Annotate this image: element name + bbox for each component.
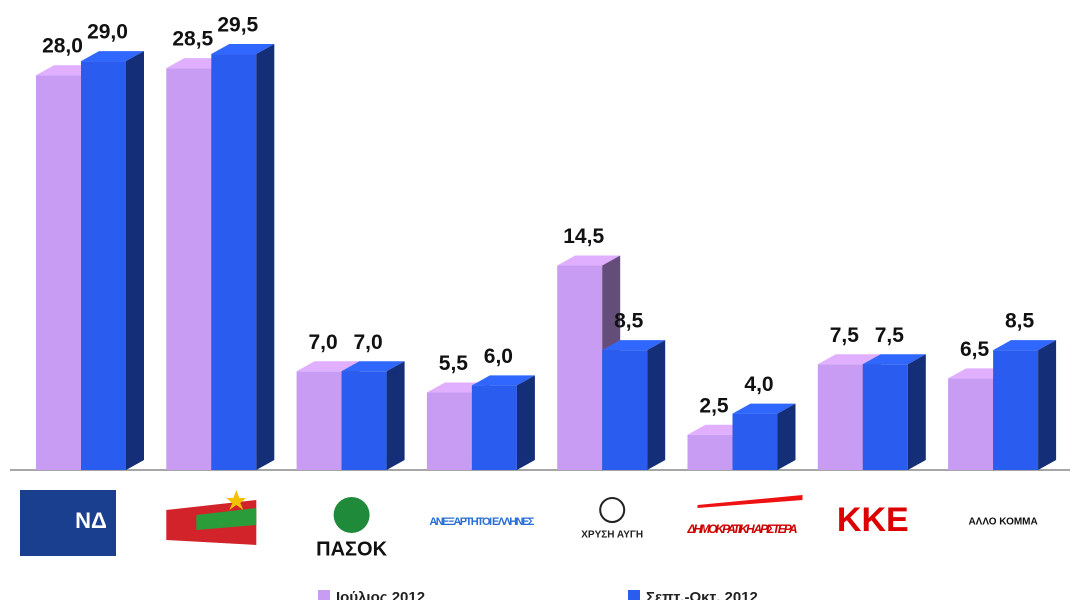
x-category-label: ΑΝΕΞΑΡΤΗΤΟΙ ΕΛΛΗΝΕΣ xyxy=(429,516,534,528)
value-label: 6,0 xyxy=(484,345,513,368)
bar-top xyxy=(211,44,275,55)
value-label: 8,5 xyxy=(614,310,644,333)
bar-front xyxy=(687,434,733,470)
value-label: 7,0 xyxy=(353,331,382,354)
value-label: 7,0 xyxy=(308,331,337,354)
bar-front xyxy=(948,378,994,470)
bar-side xyxy=(907,354,926,470)
bar-top xyxy=(993,340,1057,351)
bar-top xyxy=(732,403,796,414)
logo-sun xyxy=(333,497,370,533)
value-label: 6,5 xyxy=(960,338,990,361)
bar-front xyxy=(341,371,387,470)
bar-front xyxy=(471,385,517,470)
bar-top xyxy=(81,51,144,62)
value-label: 28,5 xyxy=(172,28,213,51)
value-label: 29,5 xyxy=(217,14,258,37)
bar-top xyxy=(817,354,881,365)
logo-emblem xyxy=(599,497,626,523)
bar-front xyxy=(166,68,212,471)
value-label: 29,0 xyxy=(87,21,128,44)
legend-swatch xyxy=(318,590,330,600)
bar-side xyxy=(386,361,405,470)
bar-front xyxy=(557,265,603,470)
bar-side xyxy=(1038,340,1057,470)
x-category-label: ΔΗΜΟΚΡΑΤΙΚΗ ΑΡΙΣΤΕΡΑ xyxy=(687,522,798,536)
legend-swatch xyxy=(628,590,640,600)
bar-top xyxy=(862,354,926,365)
bar-front xyxy=(36,75,81,470)
bar-front xyxy=(602,350,648,470)
value-label: 14,5 xyxy=(563,225,604,248)
value-label: 2,5 xyxy=(699,394,729,417)
x-category-label: ΑΛΛΟ ΚΟΜΜΑ xyxy=(968,517,1037,528)
bar-front xyxy=(211,54,257,471)
bar-front xyxy=(732,413,778,470)
x-category-label: ΠΑΣΟΚ xyxy=(316,538,387,560)
logo-stripe xyxy=(697,495,803,508)
bar-top xyxy=(296,361,360,372)
bar-front xyxy=(81,61,126,470)
value-label: 7,5 xyxy=(830,324,860,347)
bar-side xyxy=(256,44,275,471)
bar-front xyxy=(993,350,1039,470)
value-label: 28,0 xyxy=(42,35,83,58)
bar-top xyxy=(602,340,666,351)
value-label: 4,0 xyxy=(744,373,773,396)
value-label: 7,5 xyxy=(875,324,905,347)
x-category-label: ΚΚΕ xyxy=(837,501,909,539)
bar-front xyxy=(862,364,908,470)
logo-bg xyxy=(20,490,116,556)
x-category-label: ΝΔ xyxy=(75,508,107,533)
logo-flag-green xyxy=(196,508,257,530)
bar-front xyxy=(426,392,472,470)
x-category-label: ΧΡΥΣΗ ΑΥΓΗ xyxy=(581,530,643,541)
value-label: 8,5 xyxy=(1005,310,1035,333)
bar-front xyxy=(817,364,863,470)
bar-side xyxy=(126,51,144,470)
bar-top xyxy=(471,375,535,386)
bar-top xyxy=(557,255,621,266)
bar-side xyxy=(777,403,796,470)
legend-label: Σεπτ.-Οκτ. 2012 xyxy=(646,589,758,600)
bar-top xyxy=(341,361,405,372)
bar-side xyxy=(647,340,666,470)
bar-front xyxy=(296,371,342,470)
bar-side xyxy=(516,375,535,470)
legend-label: Ιούλιος 2012 xyxy=(336,589,425,600)
logo-star xyxy=(226,490,247,510)
value-label: 5,5 xyxy=(439,352,469,375)
